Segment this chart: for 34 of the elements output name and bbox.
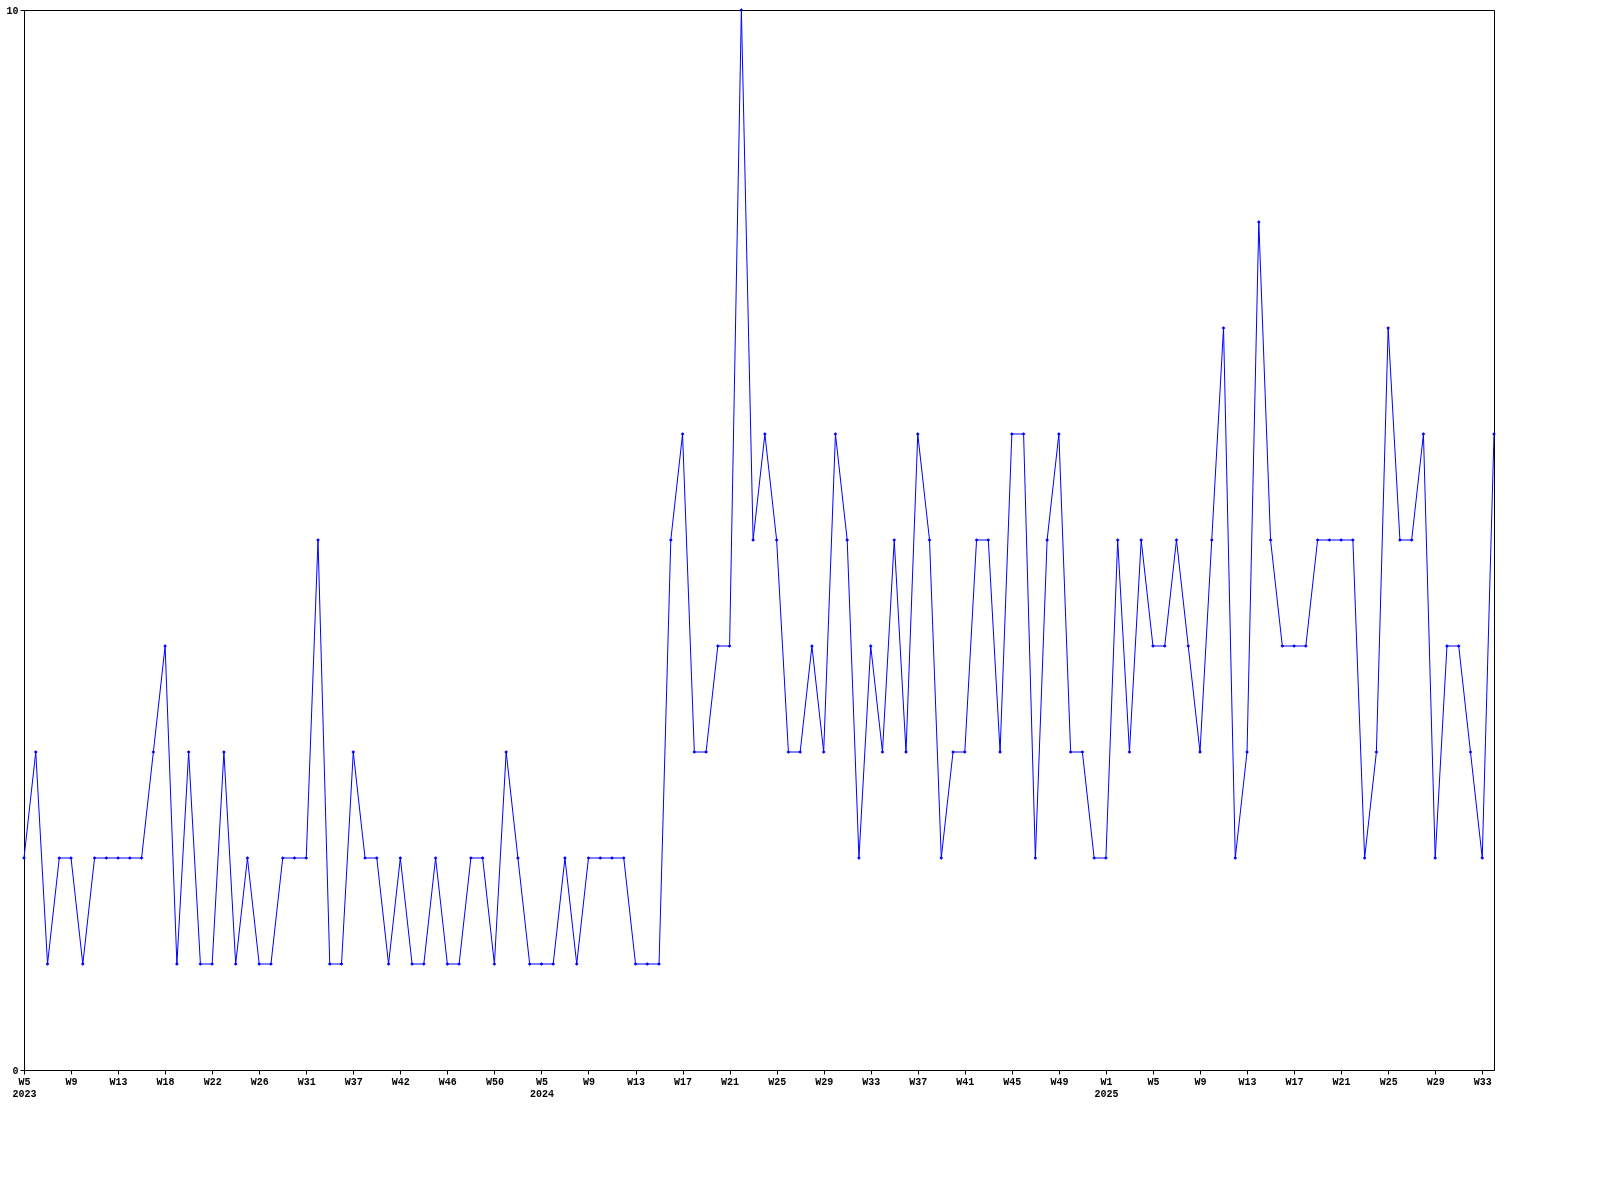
x-tick-label: W25 (768, 1076, 787, 1088)
x-tick-label: W21 (1332, 1076, 1351, 1088)
x-tick-label: W13 (109, 1076, 128, 1088)
x-tick-label: W33 (1473, 1076, 1492, 1088)
x-tick-label: W18 (156, 1076, 175, 1088)
x-tick-label: W1 2025 (1094, 1076, 1119, 1100)
x-tick-label: W29 (1426, 1076, 1445, 1088)
x-tick-label: W5 2023 (12, 1076, 37, 1100)
x-tick-label: W37 (909, 1076, 928, 1088)
x-tick-label: W42 (391, 1076, 410, 1088)
x-tick-label: W33 (862, 1076, 881, 1088)
x-tick-label: W41 (956, 1076, 975, 1088)
x-tick-label: W25 (1379, 1076, 1398, 1088)
x-tick-label: W9 (65, 1076, 78, 1088)
x-tick-label: W49 (1050, 1076, 1069, 1088)
x-tick-label: W9 (1194, 1076, 1207, 1088)
x-tick-label: W21 (721, 1076, 740, 1088)
x-tick-label: W17 (1285, 1076, 1304, 1088)
x-tick-label: W29 (815, 1076, 834, 1088)
x-tick-label: W5 (1147, 1076, 1160, 1088)
x-tick-label: W17 (674, 1076, 693, 1088)
x-tick-label: W13 (627, 1076, 646, 1088)
x-tick-label: W5 2024 (529, 1076, 554, 1100)
x-tick-label: W9 (582, 1076, 595, 1088)
x-tick-label: W13 (1238, 1076, 1257, 1088)
x-tick-label: W26 (250, 1076, 269, 1088)
x-tick-label: W37 (344, 1076, 363, 1088)
x-tick-label: W46 (438, 1076, 457, 1088)
x-tick-label: W31 (297, 1076, 316, 1088)
x-tick-label: W22 (203, 1076, 222, 1088)
x-tick-label: W45 (1003, 1076, 1022, 1088)
y-tick-label: 10 (6, 5, 19, 17)
y-tick-label: 0 (12, 1065, 19, 1077)
x-tick-label: W50 (485, 1076, 504, 1088)
